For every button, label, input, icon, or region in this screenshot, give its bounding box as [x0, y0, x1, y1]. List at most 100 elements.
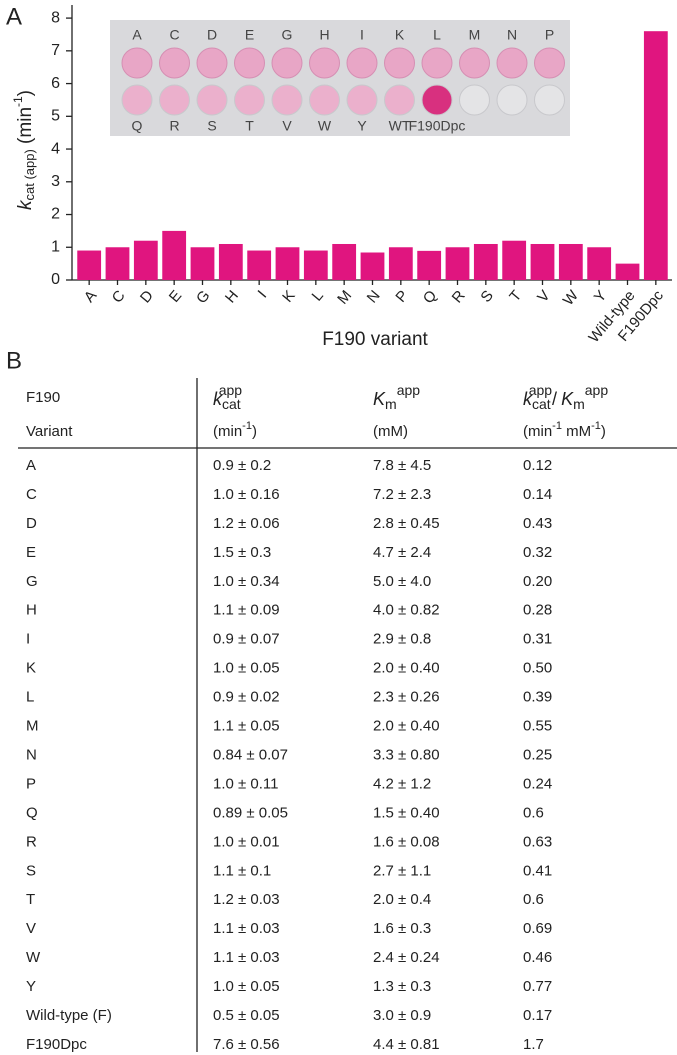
x-tick-label: Q: [420, 287, 441, 307]
table-cell: P: [26, 775, 36, 792]
table-cell: 0.9 ± 0.07: [213, 631, 280, 648]
table-cell: 1.2 ± 0.06: [213, 515, 280, 532]
bar: [558, 243, 583, 280]
table-cell: 1.1 ± 0.05: [213, 718, 280, 735]
inset-label: M: [469, 27, 481, 43]
well: [459, 47, 490, 79]
table-cell: 4.0 ± 0.82: [373, 602, 440, 619]
bar: [162, 230, 187, 280]
table-cell: G: [26, 573, 38, 590]
x-tick-label: E: [166, 287, 185, 306]
inset-label: T: [245, 118, 254, 134]
x-tick-label: P: [392, 287, 411, 306]
table-cell: 1.5 ± 0.3: [213, 544, 271, 561]
table-cell: 1.1 ± 0.09: [213, 602, 280, 619]
bar: [502, 240, 527, 280]
well: [309, 47, 340, 79]
table-cell: 2.0 ± 0.4: [373, 891, 431, 908]
x-tick-label: M: [334, 287, 355, 308]
table-cell: 0.28: [523, 602, 552, 619]
x-axis-label: F190 variant: [322, 329, 428, 350]
well: [159, 47, 190, 79]
table-cell: 7.8 ± 4.5: [373, 457, 431, 474]
table-cell: 2.0 ± 0.40: [373, 660, 440, 677]
y-tick-label: 8: [51, 9, 60, 26]
table-cell: D: [26, 515, 37, 532]
panel-label: A: [6, 3, 22, 30]
table-cell: 1.0 ± 0.34: [213, 573, 280, 590]
bar: [643, 31, 668, 280]
table-cell: 0.24: [523, 775, 552, 792]
table-cell: 2.7 ± 1.1: [373, 862, 431, 879]
bar: [388, 247, 413, 280]
table-cell: 0.9 ± 0.2: [213, 457, 271, 474]
x-tick-label: W: [560, 287, 583, 309]
table-cell: 1.6 ± 0.08: [373, 833, 440, 850]
inset-label: C: [169, 27, 179, 43]
table-cell: H: [26, 602, 37, 619]
table-cell: 1.0 ± 0.16: [213, 486, 280, 503]
well: [384, 84, 415, 116]
table-cell: 1.0 ± 0.05: [213, 978, 280, 995]
table-cell: S: [26, 862, 36, 879]
table-cell: 0.89 ± 0.05: [213, 804, 288, 821]
table-header: (min-1): [213, 420, 257, 440]
inset-label: L: [433, 27, 441, 43]
table-cell: 0.77: [523, 978, 552, 995]
table-cell: 1.0 ± 0.11: [213, 775, 279, 792]
table-cell: R: [26, 833, 37, 850]
table-cell: V: [26, 920, 36, 937]
well: [421, 47, 453, 79]
well: [346, 84, 378, 116]
table-cell: 0.20: [523, 573, 552, 590]
table-cell: E: [26, 544, 36, 561]
table-header: F190: [26, 389, 60, 406]
inset-label: I: [360, 27, 364, 43]
table-header: Variant: [26, 423, 73, 440]
table-header: (min-1 mM-1): [523, 420, 606, 440]
well: [121, 47, 153, 79]
table-cell: 0.6: [523, 891, 544, 908]
table-cell: 5.0 ± 4.0: [373, 573, 431, 590]
table-cell: F190Dpc: [26, 1036, 87, 1053]
inset-label: E: [245, 27, 254, 43]
table-cell: 0.63: [523, 833, 552, 850]
table-cell: 1.5 ± 0.40: [373, 804, 440, 821]
inset-label: Y: [357, 118, 367, 134]
well: [309, 84, 340, 116]
table-cell: Wild-type (F): [26, 1007, 112, 1024]
well: [234, 47, 265, 79]
table-header: Kmapp: [373, 382, 420, 412]
well: [234, 84, 265, 116]
table-cell: K: [26, 660, 36, 677]
y-tick-label: 5: [51, 108, 60, 125]
table-cell: 1.6 ± 0.3: [373, 920, 431, 937]
x-tick-label: R: [449, 287, 469, 306]
table-header: kcatapp: [213, 382, 242, 412]
table-cell: 1.0 ± 0.05: [213, 660, 280, 677]
well: [196, 84, 228, 116]
inset-label: N: [507, 27, 517, 43]
table-cell: 0.31: [523, 631, 552, 648]
x-tick-label: S: [477, 287, 496, 306]
well: [421, 84, 453, 116]
inset-label: D: [207, 27, 217, 43]
bar: [587, 247, 612, 280]
inset-label: V: [282, 118, 292, 134]
inset-label: P: [545, 27, 554, 43]
y-tick-label: 7: [51, 42, 60, 59]
table-cell: 0.39: [523, 689, 552, 706]
table-cell: Q: [26, 804, 38, 821]
table-cell: 0.55: [523, 718, 552, 735]
inset-label: WT: [389, 118, 411, 134]
table-cell: Y: [26, 978, 36, 995]
table-cell: 4.4 ± 0.81: [373, 1036, 440, 1053]
well: [271, 47, 303, 79]
well: [496, 84, 528, 116]
x-tick-label: D: [137, 287, 157, 306]
inset-label: W: [318, 118, 332, 134]
table-cell: 1.0 ± 0.01: [213, 833, 280, 850]
table-cell: 4.7 ± 2.4: [373, 544, 431, 561]
inset-label: F190Dpc: [409, 118, 466, 134]
table-cell: 0.25: [523, 746, 552, 763]
